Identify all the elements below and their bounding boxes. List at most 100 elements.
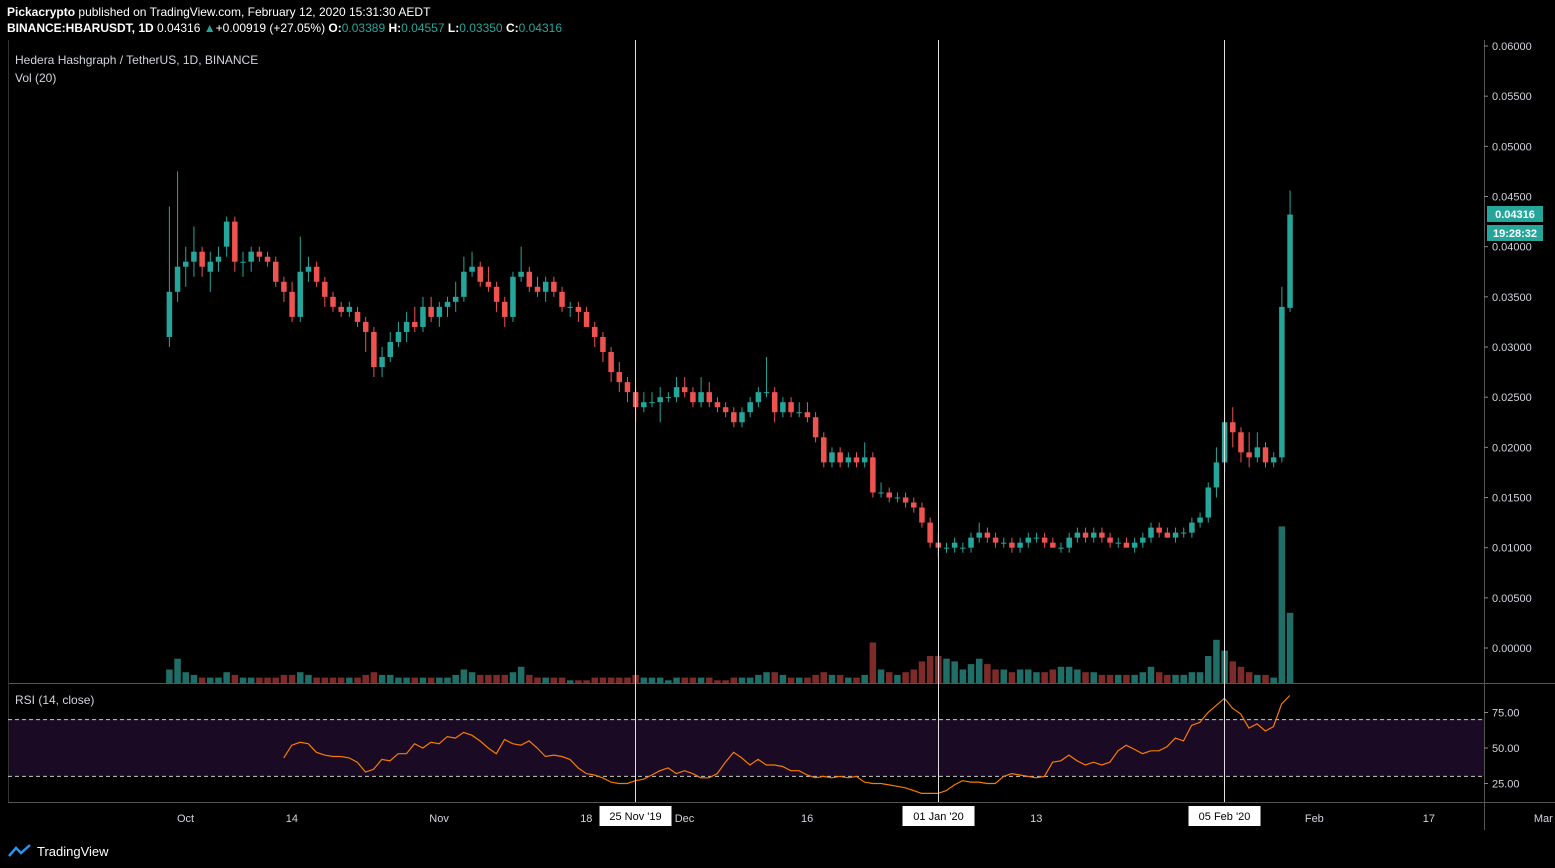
volume-bar [1229,661,1237,683]
time-tick-label: 16 [801,813,813,825]
volume-bar [656,677,664,683]
candle-body [1099,532,1105,538]
candle-body [1189,522,1195,533]
candle-body [534,286,541,292]
chart-canvas[interactable]: 25 Nov '19 01 Jan '20 05 Feb '20 0.060000.… [0,0,1555,840]
candle-body [1254,447,1261,458]
volume-bar [1131,674,1138,683]
change-arrow-icon: ▲ [203,21,216,35]
marker-date-label: 05 Feb '20 [1199,811,1251,823]
candle-body [1123,542,1130,548]
candle-body [354,311,361,322]
candle-body [714,402,721,408]
volume-bar [1139,672,1147,683]
volume-bar [1041,672,1048,683]
volume-bar [894,674,901,683]
volume-bar [1278,526,1286,683]
volume-bar [370,672,378,683]
volume-bar [959,669,967,683]
time-tick-label: Feb [1305,813,1324,825]
time-tick-label: Dec [675,813,695,825]
volume-bar [828,674,836,683]
volume-bar [550,677,558,683]
candle-body [902,497,909,503]
candle-body [542,281,549,292]
price-tick-label: 0.06000 [1492,41,1532,53]
volume-bar [444,677,451,683]
candle-body [1279,306,1285,458]
volume-bar [566,680,574,683]
candle-body [1082,532,1089,538]
publisher-name[interactable]: Pickacrypto [7,5,76,19]
volume-bar [714,680,721,683]
candle-body [289,291,295,317]
volume-bar [1049,669,1057,683]
candle-body [477,266,483,282]
volume-bar [665,680,672,683]
volume-bar [1155,672,1163,683]
candle-body [371,331,377,368]
price-tick-label: 0.05500 [1492,91,1532,103]
volume-bar [534,677,541,683]
volume-bar [836,674,844,683]
candle-body [984,532,991,538]
candle-body [747,402,753,413]
published-text: published on TradingView.com, February 1… [78,5,431,19]
candle-body [330,296,336,307]
symbol-label: BINANCE:HBARUSDT, 1D [7,21,154,35]
candle-body [1009,542,1015,548]
candle-body [338,306,344,312]
volume-bar [1172,674,1179,683]
volume-bar [329,677,337,683]
volume-bar [501,674,509,683]
candle-body [174,266,181,292]
footer-brand-text: TradingView [37,843,109,859]
price-tick-label: 0.01000 [1492,543,1532,555]
volume-bar [297,672,304,683]
candle-body [313,266,320,282]
volume-bar [378,674,386,683]
volume-bar [1106,674,1114,683]
candle-body [346,306,353,312]
footer-branding[interactable]: TradingView [8,840,109,862]
candle-body [1246,452,1252,458]
candle-body [1205,487,1211,518]
volume-bar [575,680,582,683]
volume-bar [542,677,549,683]
volume-bar [476,674,484,683]
volume-bar [812,674,819,683]
volume-bar [820,672,828,683]
close-label: C: [505,21,519,35]
candle-body [1131,542,1138,548]
candle-body [551,281,557,292]
volume-bar [1090,672,1097,683]
candle-body [322,281,328,297]
candle-body [821,437,827,463]
candle-body [804,412,811,418]
candle-body [403,321,410,332]
candle-body [1033,537,1040,539]
candle-body [690,392,696,403]
volume-bar [681,677,688,683]
marker-date-label: 25 Nov '19 [609,811,661,823]
candle-body [592,326,598,337]
countdown-badge: 19:28:32 [1493,228,1537,240]
volume-bar [1123,674,1130,683]
volume-bar [1262,674,1269,683]
candle-body [681,387,688,393]
candle-body [1001,542,1007,544]
low-value: 0.03350 [459,21,503,35]
candle-body [731,412,737,423]
candle-body [894,497,901,499]
candle-body [1197,517,1203,523]
volume-bar [943,658,950,683]
candle-body [493,286,500,302]
volume-bar [558,677,566,683]
price-tick-label: 0.03000 [1492,342,1532,354]
candle-body [1262,447,1269,463]
candle-body [1066,537,1072,548]
volume-bar [354,677,361,683]
candle-body [395,331,402,342]
volume-bar [1180,674,1187,683]
candle-body [739,412,745,423]
